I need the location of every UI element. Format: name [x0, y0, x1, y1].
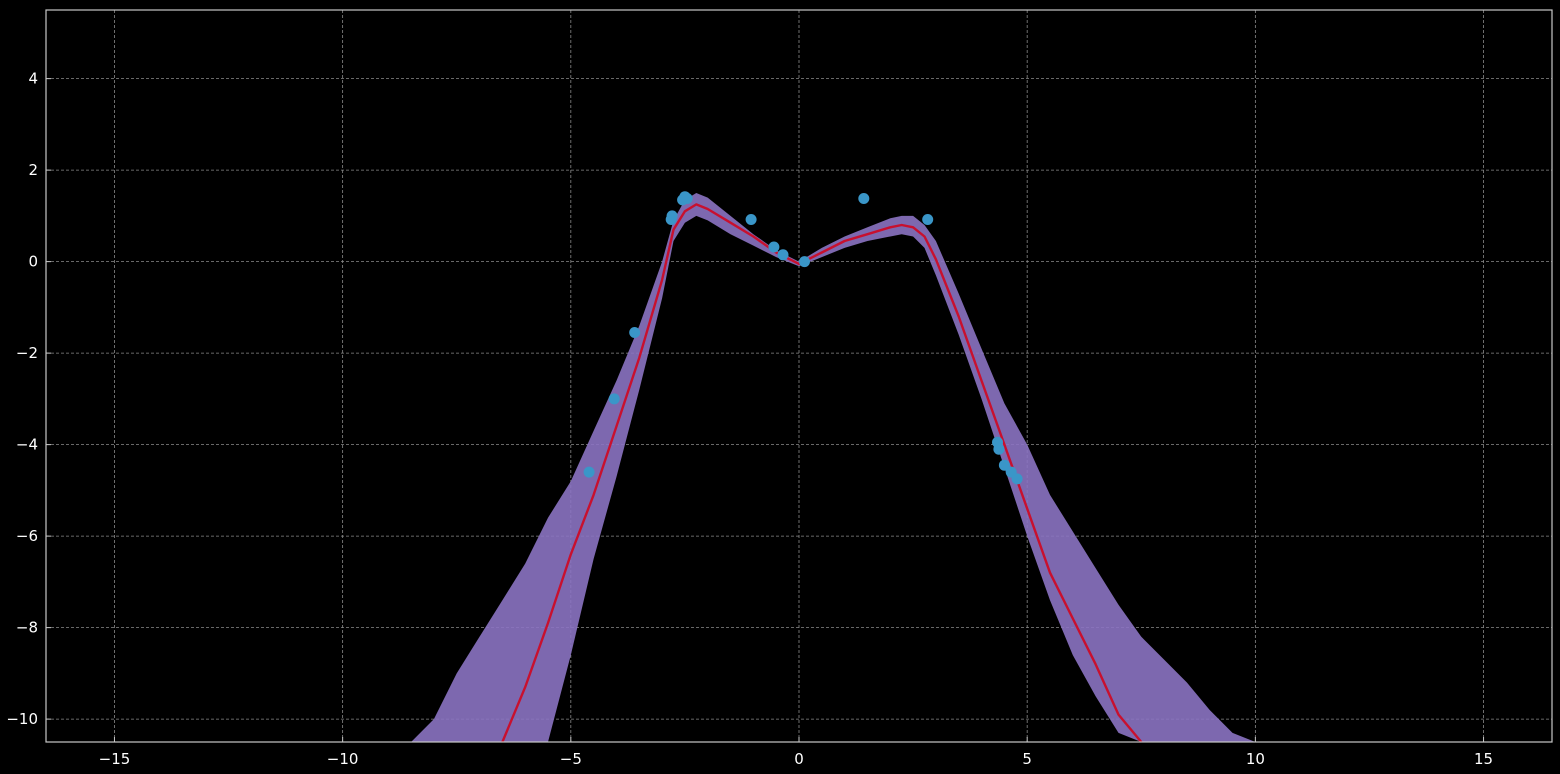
data-point: [799, 256, 810, 268]
data-point: [629, 327, 641, 338]
data-point: [1011, 473, 1023, 485]
data-point: [666, 210, 678, 222]
observation-points: [583, 191, 1023, 485]
x-tick-label: 5: [1022, 750, 1032, 768]
mean-line-path: [501, 203, 1143, 743]
x-tick-label: −5: [560, 750, 582, 768]
x-axis-ticks: −15 −10 −5 0 5 10 15: [99, 737, 1493, 768]
y-tick-label: 2: [28, 161, 38, 179]
data-point: [998, 459, 1010, 471]
x-tick-label: 0: [794, 750, 804, 768]
x-tick-label: 10: [1246, 750, 1265, 768]
x-tick-label: −10: [327, 750, 359, 768]
y-tick-label: −4: [16, 436, 38, 454]
mean-line: [501, 203, 1143, 743]
x-tick-label: 15: [1474, 750, 1493, 768]
data-point: [777, 249, 789, 261]
y-tick-label: 4: [28, 70, 38, 88]
y-axis-ticks: 4 2 0 −2 −4 −6 −8 −10: [6, 70, 51, 728]
data-point: [922, 214, 934, 225]
data-point: [583, 466, 595, 478]
data-point: [608, 393, 620, 405]
data-point: [745, 214, 757, 225]
y-tick-label: −2: [16, 344, 38, 362]
data-point: [681, 193, 693, 204]
y-tick-label: −6: [16, 527, 38, 545]
data-point: [993, 443, 1005, 455]
x-tick-label: −15: [99, 750, 131, 768]
uncertainty-band: [411, 193, 1256, 742]
y-tick-label: −8: [16, 619, 38, 637]
grid: [46, 10, 1552, 742]
band-area: [411, 193, 1256, 742]
y-tick-label: 0: [28, 253, 38, 271]
data-point: [768, 241, 780, 253]
y-tick-label: −10: [6, 710, 38, 728]
data-point: [858, 193, 870, 204]
